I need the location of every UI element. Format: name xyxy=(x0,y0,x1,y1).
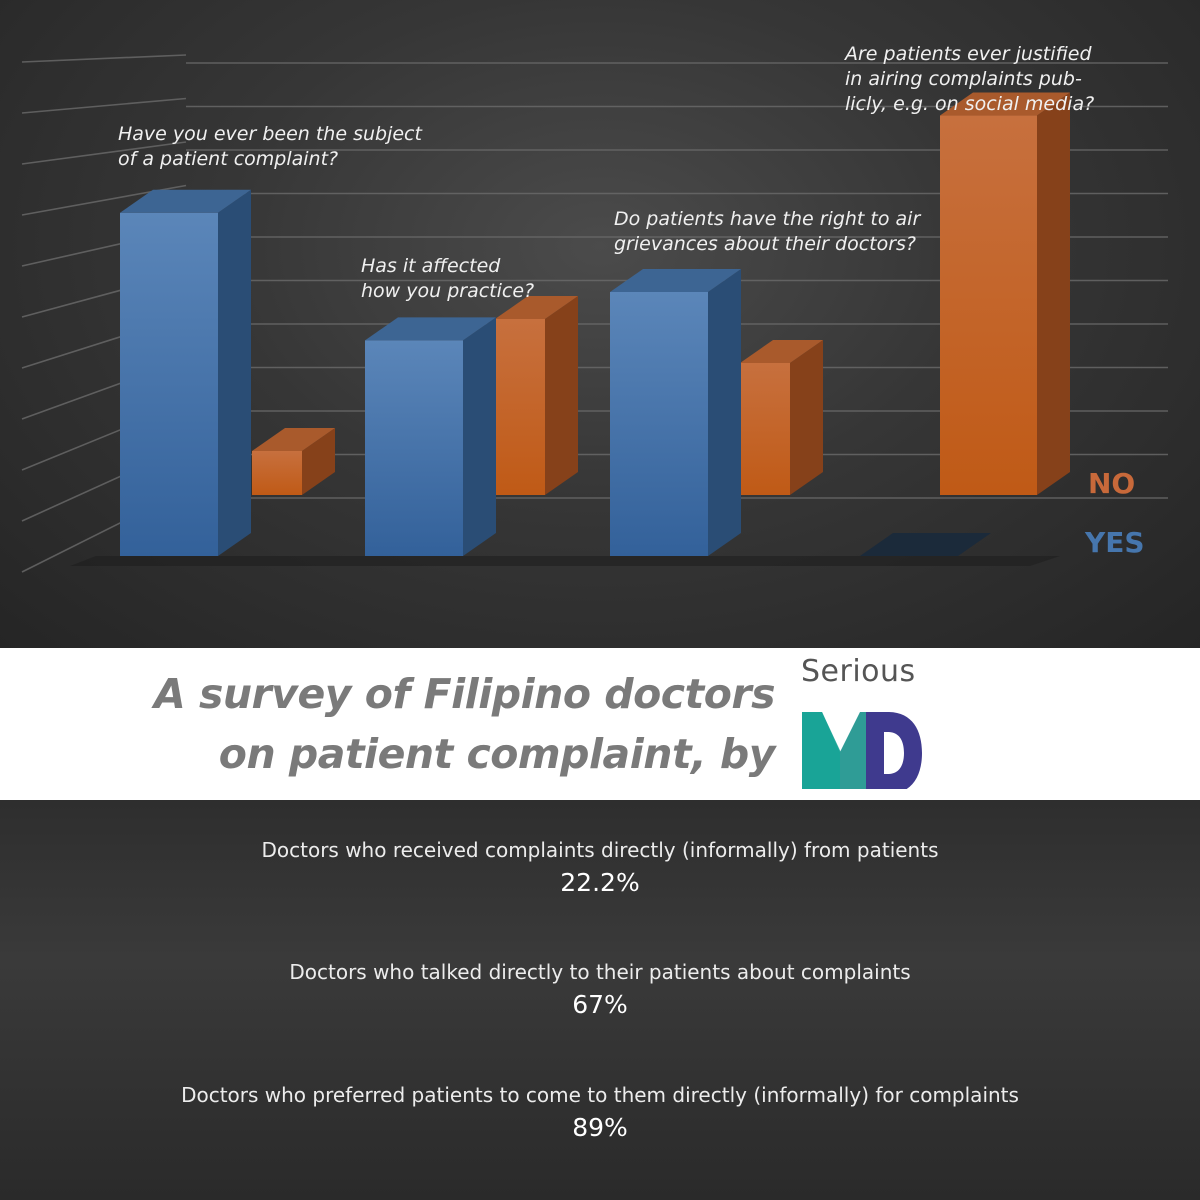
bar-front xyxy=(365,340,463,556)
bar-yes xyxy=(120,189,251,557)
stat-label: Doctors who talked directly to their pat… xyxy=(289,960,911,984)
bar-yes xyxy=(860,533,991,556)
chart-panel: Have you ever been the subject of a patie… xyxy=(0,0,1200,648)
bar-no xyxy=(940,92,1070,495)
stat-label: Doctors who received complaints directly… xyxy=(261,838,939,862)
survey-title-line-1: A survey of Filipino doctors xyxy=(153,670,776,718)
bar-top xyxy=(610,269,741,292)
bar-top xyxy=(740,340,823,363)
bar-no xyxy=(252,428,335,495)
grid-line xyxy=(21,97,187,114)
bar-no xyxy=(495,296,578,495)
bar-front xyxy=(610,292,708,556)
brand-wordmark: Serious xyxy=(801,654,916,689)
category-label-line: of a patient complaint? xyxy=(118,148,338,170)
bar-front xyxy=(495,319,545,495)
bar-yes xyxy=(365,317,496,556)
category-label: Are patients ever justified in airing com… xyxy=(843,43,1094,115)
category-label-line: grievances about their doctors? xyxy=(614,233,916,255)
legend: NO YES xyxy=(1084,467,1145,559)
stat-value: 22.2% xyxy=(560,868,640,897)
bar-side xyxy=(708,269,741,556)
bar-side xyxy=(302,428,335,495)
category-label-line: Do patients have the right to air xyxy=(614,208,921,230)
bar-side xyxy=(463,317,496,556)
bar-front xyxy=(940,115,1037,495)
category-label-line: licly, e.g. on social media? xyxy=(845,93,1094,115)
title-band: A survey of Filipino doctors on patient … xyxy=(0,648,1200,800)
stats-panel: Doctors who received complaints directly… xyxy=(0,800,1200,1200)
category-label-line: how you practice? xyxy=(361,280,534,302)
bar-front xyxy=(740,363,790,495)
bar-chart: Have you ever been the subject of a patie… xyxy=(21,43,1168,573)
bar-side xyxy=(1037,92,1070,495)
bar-top xyxy=(365,317,496,341)
bar-top xyxy=(940,92,1070,116)
seriousmd-logo-icon xyxy=(802,712,922,789)
legend-no: NO xyxy=(1088,467,1135,500)
bar-side xyxy=(790,340,823,495)
floor-shadow xyxy=(70,556,1060,566)
category-labels: Have you ever been the subject of a patie… xyxy=(118,43,1094,302)
category-label-line: Have you ever been the subject xyxy=(118,123,423,145)
stat-received-complaints: Doctors who received complaints directly… xyxy=(0,838,1200,897)
grid-line xyxy=(21,141,187,165)
bar-side xyxy=(545,296,578,495)
bar-side xyxy=(218,189,251,557)
bar-top xyxy=(120,189,251,213)
category-label-line: Has it affected xyxy=(361,255,501,277)
bar-no xyxy=(740,340,823,495)
legend-yes: YES xyxy=(1084,526,1145,559)
bar-top xyxy=(495,296,578,319)
stat-value: 89% xyxy=(572,1113,628,1142)
category-label: Has it affected how you practice? xyxy=(361,255,534,302)
grid-line xyxy=(21,54,187,63)
stat-talked-directly: Doctors who talked directly to their pat… xyxy=(0,960,1200,1019)
bars xyxy=(120,92,1070,557)
category-label: Do patients have the right to air grievan… xyxy=(614,208,921,255)
bar-front xyxy=(252,451,302,495)
stat-value: 67% xyxy=(572,990,628,1019)
bar-top xyxy=(252,428,335,451)
bar-front xyxy=(120,212,218,557)
survey-title-line-2: on patient complaint, by xyxy=(218,730,776,778)
stat-preferred-direct: Doctors who preferred patients to come t… xyxy=(0,1083,1200,1142)
stat-label: Doctors who preferred patients to come t… xyxy=(181,1083,1019,1107)
category-label-line: Are patients ever justified xyxy=(843,43,1092,65)
bar-yes xyxy=(610,269,741,556)
category-label-line: in airing complaints pub- xyxy=(845,68,1082,90)
category-label: Have you ever been the subject of a patie… xyxy=(118,123,423,170)
bar-top xyxy=(860,533,991,556)
